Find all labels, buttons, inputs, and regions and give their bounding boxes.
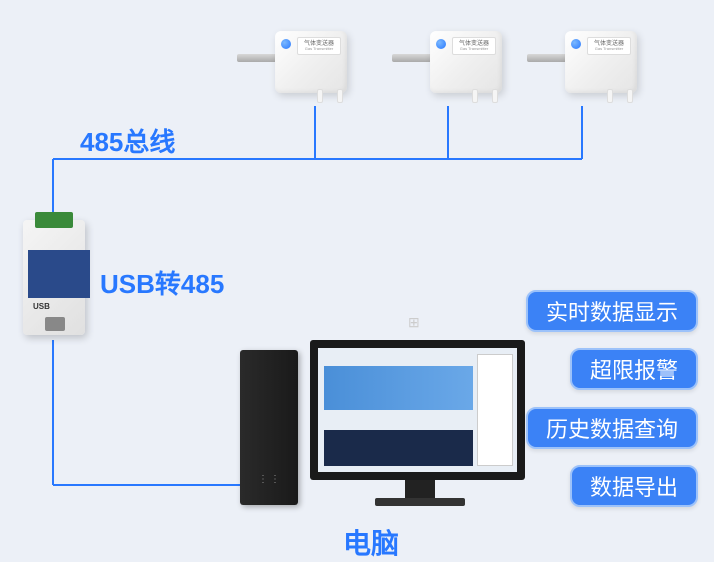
gas-sensor-2: 气体变送器 Gas Transmitter [410, 16, 505, 96]
sensor-tag: 气体变送器 Gas Transmitter [297, 37, 341, 55]
sensor-tag: 气体变送器 Gas Transmitter [587, 37, 631, 55]
pc-tower: ⋮⋮ [240, 350, 298, 505]
windows-icon: ⊞ [408, 314, 424, 330]
converter-label: USB转485 [100, 264, 224, 301]
gas-sensor-1: 气体变送器 Gas Transmitter [255, 16, 350, 96]
bus-label: 485总线 [80, 122, 175, 159]
pc-monitor [310, 340, 525, 480]
computer-label: 电脑 [343, 522, 399, 562]
feature-3: 数据导出 [570, 465, 698, 507]
gas-sensor-3: 气体变送器 Gas Transmitter [545, 16, 640, 96]
usb-485-converter: USB [18, 210, 93, 345]
feature-1: 超限报警 [570, 348, 698, 390]
feature-0: 实时数据显示 [526, 290, 698, 332]
usb-port-label: USB [33, 302, 50, 311]
feature-2: 历史数据查询 [526, 407, 698, 449]
sensor-tag: 气体变送器 Gas Transmitter [452, 37, 496, 55]
